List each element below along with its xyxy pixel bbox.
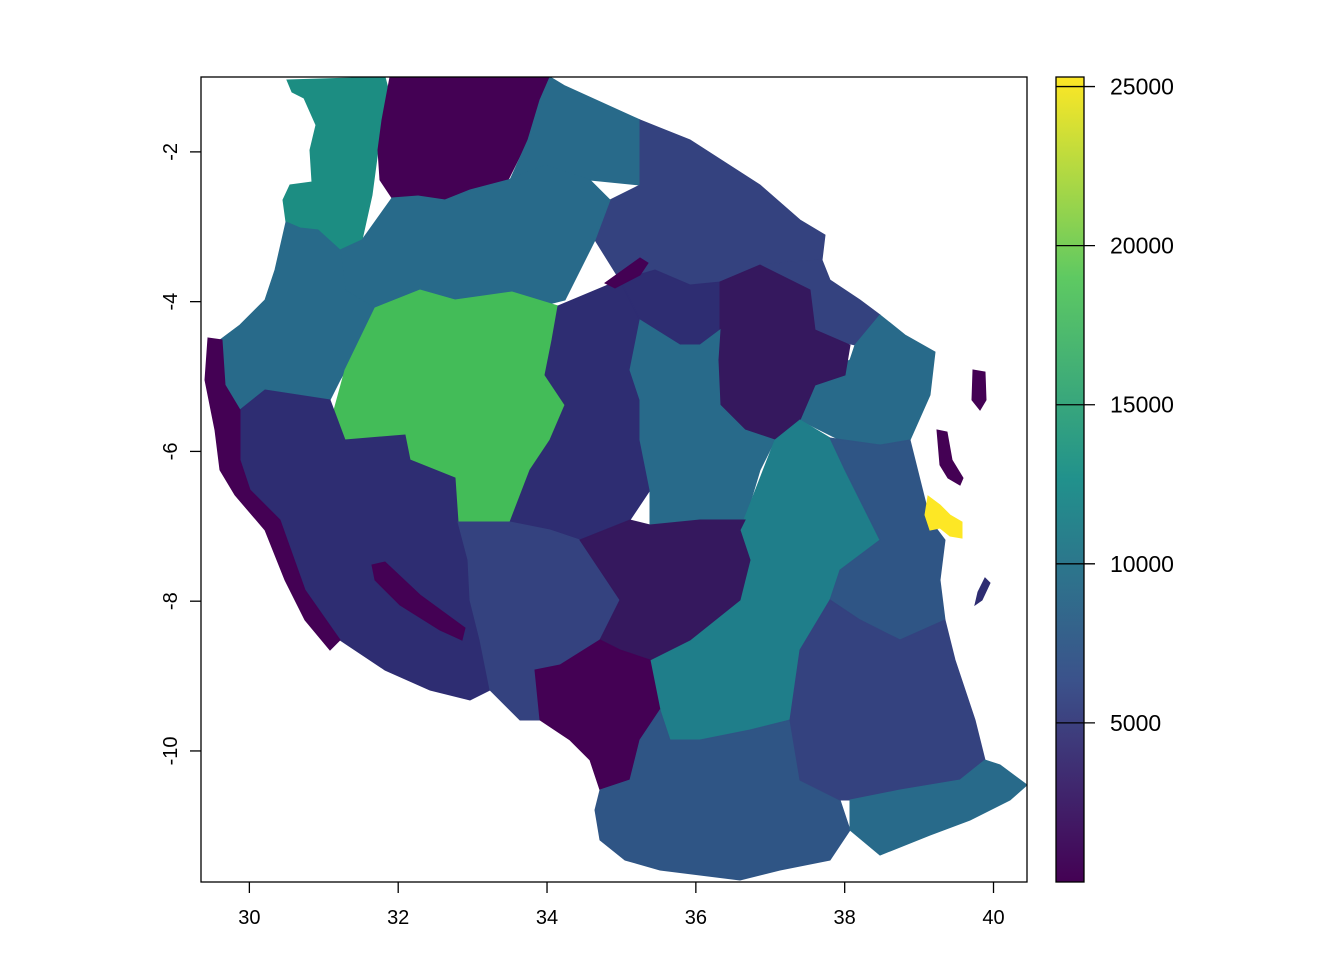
region-dodoma (629, 319, 776, 526)
y-tick-label: -10 (160, 737, 182, 766)
y-axis: -2 -4 -6 -8 -10 (160, 143, 201, 765)
x-tick-label: 36 (685, 907, 707, 929)
legend-tick-label: 5000 (1110, 710, 1161, 736)
x-tick-label: 32 (387, 907, 409, 929)
legend-tick-label: 10000 (1110, 551, 1174, 577)
x-tick-label: 34 (536, 907, 558, 929)
island-zanzibar (936, 429, 964, 486)
legend-colorbar: 5000 10000 15000 20000 25000 (1055, 74, 1174, 883)
legend-tick-label: 15000 (1110, 392, 1174, 418)
x-tick-label: 30 (238, 907, 260, 929)
lake-eyasi (604, 257, 649, 289)
island-pemba (971, 369, 987, 411)
x-tick-label: 38 (834, 907, 856, 929)
lake-tanganyika (204, 337, 341, 651)
y-tick-label: -8 (160, 592, 182, 610)
lake-rukwa (371, 561, 466, 641)
region-iringa (579, 519, 751, 661)
region-mtwara (849, 759, 1027, 856)
region-dar-es-salaam (924, 495, 963, 539)
map-regions (204, 77, 1027, 881)
region-ruvuma (594, 708, 851, 881)
plot-frame (200, 76, 1028, 883)
x-tick-label: 40 (982, 907, 1004, 929)
x-axis: 30 32 34 36 38 40 (238, 882, 1005, 929)
legend-gradient-bar (1055, 76, 1085, 883)
y-tick-label: -4 (160, 293, 182, 311)
legend-ticks: 5000 10000 15000 20000 25000 (1056, 74, 1174, 736)
legend-tick-label: 20000 (1110, 233, 1174, 259)
y-tick-label: -2 (160, 143, 182, 161)
island-mafia (974, 577, 991, 607)
legend-tick-label: 25000 (1110, 74, 1174, 100)
y-tick-label: -6 (160, 443, 182, 461)
